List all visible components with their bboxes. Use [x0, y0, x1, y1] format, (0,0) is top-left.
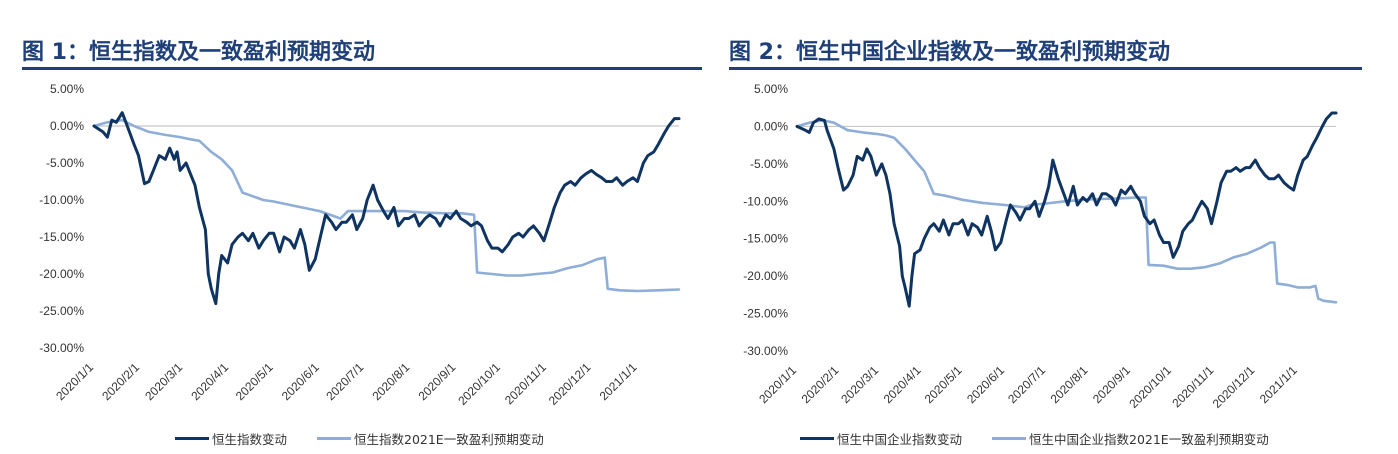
legend-swatch [317, 437, 351, 440]
y-tick-label: -5.00% [46, 156, 84, 170]
y-tick-label: 5.00% [50, 82, 84, 96]
x-tick-label: 2020/6/1 [964, 363, 1007, 406]
y-tick-label: 0.00% [754, 119, 788, 133]
x-tick-label: 2020/3/1 [838, 363, 881, 406]
legend-item-eps: 恒生指数2021E一致盈利预期变动 [317, 429, 544, 448]
legend-item-index: 恒生指数变动 [175, 429, 287, 448]
x-tick-label: 2020/4/1 [881, 363, 924, 406]
legend-label: 恒生指数2021E一致盈利预期变动 [354, 432, 544, 447]
x-tick-label: 2020/2/1 [799, 363, 842, 406]
y-tick-label: -20.00% [39, 267, 84, 281]
y-tick-label: -10.00% [39, 193, 84, 207]
y-tick-label: -30.00% [743, 344, 788, 358]
y-tick-label: -15.00% [39, 230, 84, 244]
legend-item-eps: 恒生中国企业指数2021E一致盈利预期变动 [992, 429, 1269, 448]
legend-label: 恒生中国企业指数变动 [837, 432, 963, 447]
y-tick-label: -5.00% [750, 157, 788, 171]
y-tick-label: -25.00% [743, 307, 788, 321]
legend-1: 恒生指数变动 恒生指数2021E一致盈利预期变动 [175, 428, 570, 448]
title-rule [729, 67, 1362, 70]
x-tick-label: 2020/12/1 [1210, 363, 1258, 411]
series-line-index [795, 111, 1338, 308]
x-tick-label: 2020/8/1 [1048, 363, 1091, 406]
legend-label: 恒生中国企业指数2021E一致盈利预期变动 [1029, 432, 1269, 447]
legend-label: 恒生指数变动 [212, 432, 288, 447]
series-line-index [92, 111, 681, 306]
x-tick-label: 2020/11/1 [1169, 363, 1216, 410]
x-tick-label: 2020/1/1 [756, 363, 799, 406]
y-tick-label: -10.00% [743, 194, 788, 208]
y-tick-label: 0.00% [50, 119, 84, 133]
chart-panel-1: 图 1：恒生指数及一致盈利预期变动 [22, 0, 702, 454]
legend-swatch [992, 437, 1026, 440]
chart-panel-2: 图 2：恒生中国企业指数及一致盈利预期变动 [729, 0, 1362, 454]
x-tick-label: 2020/7/1 [1005, 363, 1048, 406]
title-rule [22, 67, 702, 70]
series-line-eps-estimate [92, 118, 681, 293]
y-tick-label: -25.00% [39, 304, 84, 318]
legend-2: 恒生中国企业指数变动 恒生中国企业指数2021E一致盈利预期变动 [800, 428, 1295, 448]
chart-title: 图 1：恒生指数及一致盈利预期变动 [22, 40, 375, 65]
y-tick-label: 5.00% [754, 82, 788, 96]
y-tick-label: -15.00% [743, 232, 788, 246]
x-tick-label: 2020/10/1 [1126, 363, 1174, 411]
x-tick-label: 2021/1/1 [1257, 363, 1300, 406]
y-tick-label: -30.00% [39, 341, 84, 355]
series-line-eps-estimate [795, 119, 1338, 304]
legend-item-index: 恒生中国企业指数变动 [800, 429, 962, 448]
chart-plot-1: 5.00% 0.00% -5.00% -10.00% -15.00% -20.00% -25… [39, 82, 681, 408]
legend-swatch [800, 437, 834, 440]
chart-title: 图 2：恒生中国企业指数及一致盈利预期变动 [729, 40, 1170, 65]
y-tick-label: -20.00% [743, 269, 788, 283]
legend-swatch [175, 437, 209, 440]
x-tick-label: 2020/5/1 [922, 363, 965, 406]
